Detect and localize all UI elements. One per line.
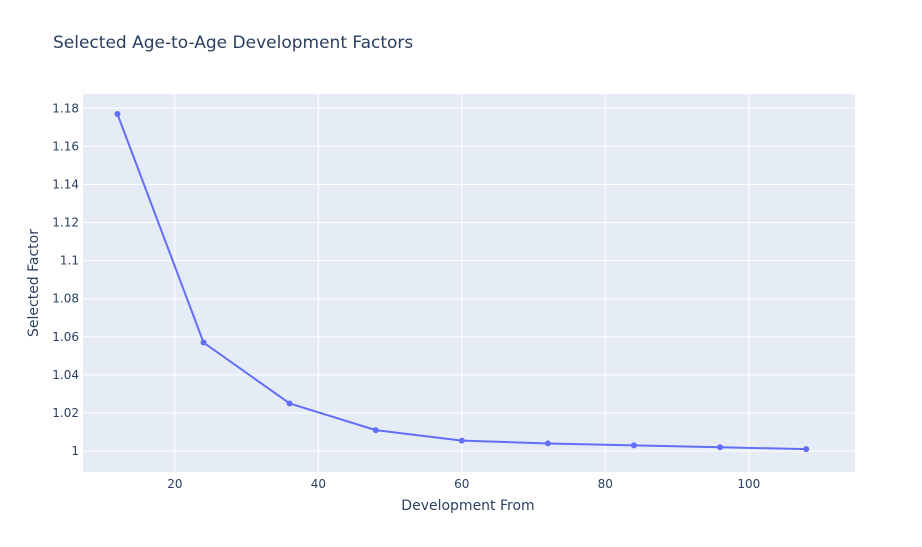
x-tick-label: 20 (167, 477, 182, 491)
data-point[interactable] (803, 446, 810, 453)
plot-area (83, 94, 855, 472)
y-tick-label: 1.06 (52, 330, 79, 344)
data-point[interactable] (631, 442, 638, 449)
y-tick-label: 1 (71, 444, 79, 458)
y-tick-label: 1.04 (52, 368, 79, 382)
y-tick-label: 1.14 (52, 177, 79, 191)
y-axis-title: Selected Factor (26, 229, 42, 337)
y-tick-label: 1.18 (52, 101, 79, 115)
series-layer (114, 110, 810, 453)
grid (83, 94, 855, 472)
y-axis: 1 1.02 1.04 1.06 1.08 1.1 1.12 1.14 1.16 1.18 (52, 101, 79, 458)
data-point[interactable] (717, 444, 724, 451)
x-tick-label: 40 (311, 477, 326, 491)
x-axis: 20 40 60 80 100 (167, 477, 760, 491)
y-tick-label: 1.1 (60, 254, 79, 268)
data-point[interactable] (114, 110, 121, 117)
data-point[interactable] (544, 440, 551, 447)
x-tick-label: 60 (454, 477, 469, 491)
chart-title: Selected Age-to-Age Development Factors (53, 33, 413, 53)
x-tick-label: 100 (737, 477, 760, 491)
data-point[interactable] (458, 437, 465, 444)
y-tick-label: 1.12 (52, 216, 79, 230)
data-point[interactable] (200, 339, 207, 346)
x-tick-label: 80 (598, 477, 613, 491)
y-tick-label: 1.16 (52, 139, 79, 153)
data-point[interactable] (286, 400, 293, 407)
x-axis-title: Development From (401, 498, 534, 514)
y-tick-label: 1.08 (52, 292, 79, 306)
data-point[interactable] (372, 427, 379, 434)
y-tick-label: 1.02 (52, 406, 79, 420)
